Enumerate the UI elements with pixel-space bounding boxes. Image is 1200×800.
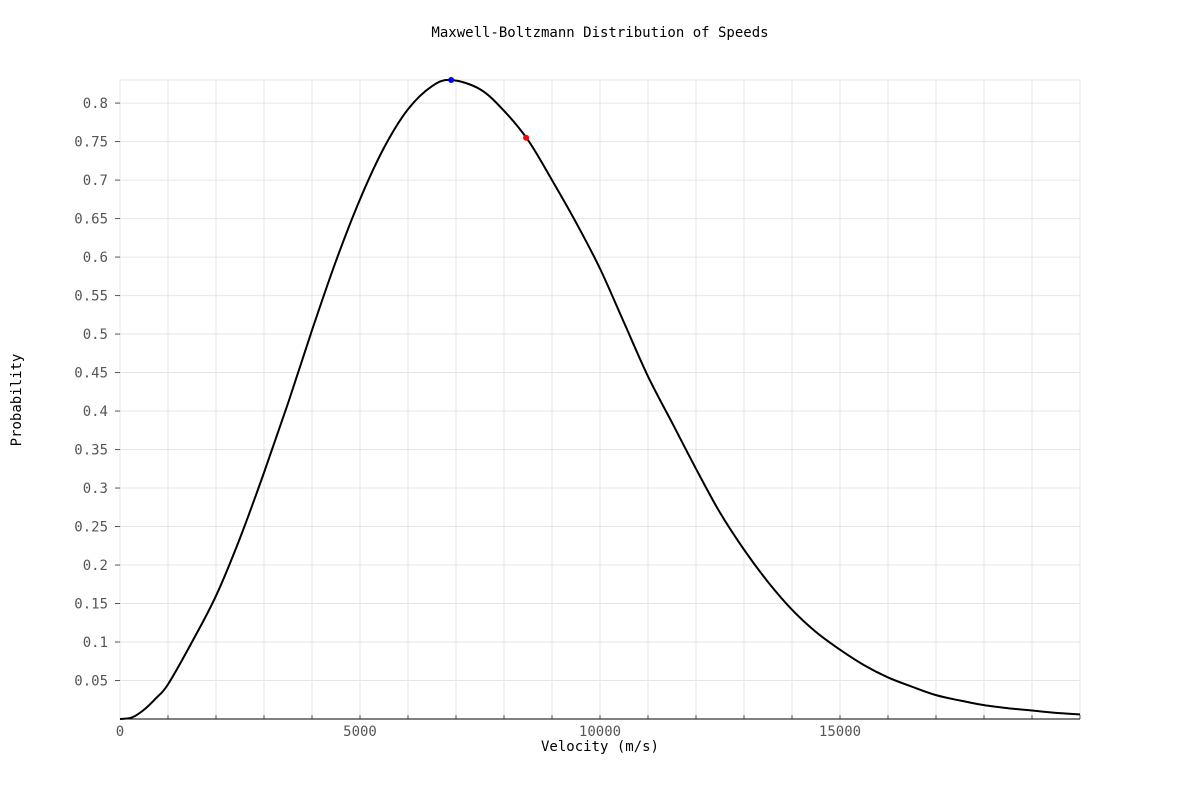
y-tick-label: 0.1	[83, 635, 108, 651]
series-line	[119, 78, 1081, 720]
markers	[448, 77, 530, 141]
grid	[119, 79, 1081, 720]
x-tick-label: 5000	[343, 724, 377, 740]
y-tick-label: 0.65	[74, 212, 108, 228]
y-tick-label: 0.25	[74, 520, 108, 536]
series	[119, 78, 1081, 720]
y-tick-label: 0.7	[83, 173, 108, 189]
axes: 0.05 0.1 0.15 0.2 0.25 0.3 0.35 0.4 0.45 0.5 0.55 0…	[74, 96, 1081, 740]
y-tick-label: 0.2	[83, 558, 108, 574]
y-tick-label: 0.5	[83, 327, 108, 343]
chart-title: Maxwell-Boltzmann Distribution of Speeds	[431, 25, 768, 41]
x-axis-label: Velocity (m/s)	[541, 739, 659, 755]
x-tick-label: 0	[116, 724, 124, 740]
y-tick-label: 0.45	[74, 366, 108, 382]
y-tick-label: 0.8	[83, 96, 108, 112]
y-tick-label: 0.6	[83, 250, 108, 266]
x-tick-label: 15000	[819, 724, 861, 740]
y-tick-label: 0.15	[74, 597, 108, 613]
y-tick-label: 0.35	[74, 443, 108, 459]
y-tick-label: 0.55	[74, 289, 108, 305]
data-point-marker	[448, 77, 455, 83]
y-tick-label: 0.75	[74, 135, 108, 151]
data-point-marker	[523, 134, 530, 141]
y-tick-label: 0.4	[83, 404, 108, 420]
x-tick-label: 10000	[579, 724, 621, 740]
y-tick-label: 0.3	[83, 481, 108, 497]
y-axis-label: Probability	[9, 354, 25, 447]
y-tick-label: 0.05	[74, 674, 108, 690]
